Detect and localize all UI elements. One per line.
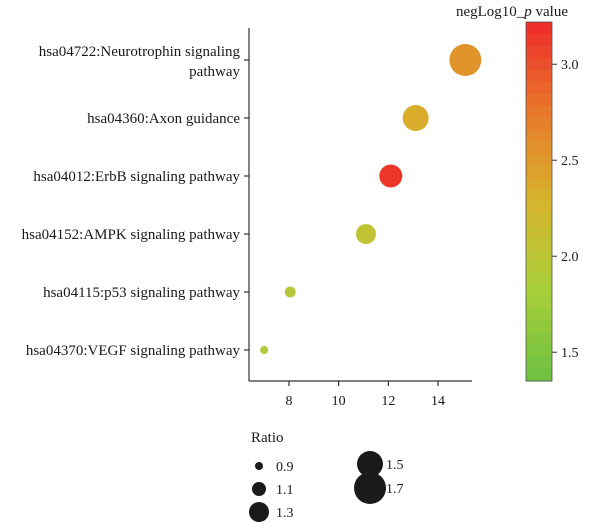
y-tick-label-line: hsa04012:ErbB signaling pathway: [33, 169, 240, 185]
colorbar-band: [526, 369, 552, 382]
colorbar-band: [526, 129, 552, 143]
y-tick-label-line: hsa04152:AMPK signaling pathway: [22, 227, 241, 243]
colorbar-band: [526, 201, 552, 215]
y-tick-label: hsa04370:VEGF signaling pathway: [26, 343, 241, 359]
size-legend-marker: [354, 472, 386, 504]
y-tick-label-line: hsa04115:p53 signaling pathway: [43, 285, 240, 301]
size-legend-marker: [249, 502, 269, 522]
colorbar-band: [526, 22, 552, 35]
colorbar-band: [526, 57, 552, 71]
colorbar-band: [526, 177, 552, 191]
y-tick-label: hsa04722:Neurotrophin signaling pathway: [39, 44, 241, 80]
colorbar-band: [526, 261, 552, 274]
colorbar-ticks: 1.5 2.0 2.5 3.0: [552, 58, 579, 361]
size-legend: Ratio 0.9 1.1 1.3 1.5 1.7: [249, 430, 404, 522]
colorbar-band: [526, 249, 552, 262]
colorbar-band: [526, 93, 552, 107]
y-tick-label-line: pathway: [189, 64, 240, 80]
colorbar-band: [526, 45, 552, 59]
y-tick-label-line: hsa04370:VEGF signaling pathway: [26, 343, 241, 359]
color-legend-title-suffix: value: [532, 4, 569, 20]
y-tick-label: hsa04012:ErbB signaling pathway: [33, 169, 240, 185]
colorbar-band: [526, 297, 552, 310]
color-legend: negLog10_p value 1.5 2.0 2.5 3.0: [456, 4, 579, 382]
color-legend-title-italic: p: [523, 4, 532, 20]
colorbar-band: [526, 273, 552, 286]
size-legend-items: 0.9 1.1 1.3 1.5 1.7: [249, 451, 404, 522]
colorbar-band: [526, 225, 552, 238]
colorbar-frame: [525, 21, 553, 382]
size-legend-marker: [357, 451, 383, 477]
x-axis-ticks: 8 10 12 14: [286, 381, 445, 409]
colorbar-band: [526, 165, 552, 179]
bubble-point: [284, 286, 296, 298]
size-legend-label: 1.5: [386, 458, 404, 473]
bubble-point: [355, 224, 376, 244]
colorbar-band: [526, 81, 552, 95]
size-legend-label: 1.3: [276, 506, 294, 521]
size-legend-label: 0.9: [276, 460, 294, 475]
colorbar-band: [526, 309, 552, 322]
colorbar-tick-label: 3.0: [561, 58, 579, 73]
bubble-point: [449, 44, 482, 76]
color-legend-title-main: negLog10_: [456, 4, 525, 20]
colorbar-band: [526, 141, 552, 155]
colorbar-tick-label: 2.5: [561, 154, 579, 169]
colorbar-gradient: [525, 21, 553, 382]
y-tick-label-line: hsa04722:Neurotrophin signaling: [39, 44, 241, 60]
plot-area: hsa04722:Neurotrophin signaling pathwayhs…: [22, 28, 482, 409]
bubble-point: [260, 346, 269, 354]
colorbar-band: [526, 333, 552, 346]
bubble-point: [402, 105, 429, 131]
colorbar-band: [526, 357, 552, 370]
bubble-series: [260, 44, 482, 354]
colorbar-tick-label: 2.0: [561, 250, 579, 265]
colorbar-band: [526, 33, 552, 47]
colorbar-band: [526, 321, 552, 334]
x-tick-label: 12: [381, 394, 395, 409]
size-legend-label: 1.1: [276, 483, 294, 498]
size-legend-marker: [252, 482, 266, 496]
colorbar-band: [526, 105, 552, 119]
x-tick-label: 10: [332, 394, 346, 409]
colorbar-band: [526, 117, 552, 131]
colorbar-band: [526, 69, 552, 83]
bubble-point: [379, 164, 403, 188]
x-tick-label: 8: [286, 394, 293, 409]
y-tick-label: hsa04115:p53 signaling pathway: [43, 285, 240, 301]
colorbar-band: [526, 189, 552, 203]
size-legend-title: Ratio: [251, 430, 284, 446]
colorbar-band: [526, 213, 552, 227]
color-legend-title: negLog10_p value: [456, 4, 568, 20]
size-legend-marker: [255, 462, 263, 470]
colorbar-tick-label: 1.5: [561, 346, 579, 361]
colorbar-band: [526, 285, 552, 298]
colorbar-band: [526, 345, 552, 358]
y-tick-label: hsa04152:AMPK signaling pathway: [22, 227, 241, 243]
x-tick-label: 14: [431, 394, 445, 409]
y-axis-ticks: hsa04722:Neurotrophin signaling pathwayhs…: [22, 44, 249, 359]
colorbar-band: [526, 153, 552, 167]
size-legend-label: 1.7: [386, 482, 404, 497]
y-tick-label: hsa04360:Axon guidance: [87, 111, 240, 127]
y-tick-label-line: hsa04360:Axon guidance: [87, 111, 240, 127]
colorbar-band: [526, 237, 552, 250]
